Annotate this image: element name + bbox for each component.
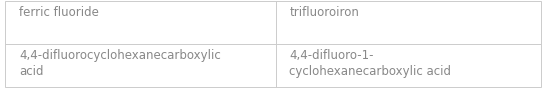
Text: trifluoroiron: trifluoroiron: [289, 6, 359, 19]
Text: ferric fluoride: ferric fluoride: [19, 6, 99, 19]
Text: 4,4-difluoro-1-
cyclohexanecarboxylic acid: 4,4-difluoro-1- cyclohexanecarboxylic ac…: [289, 49, 452, 78]
Text: 4,4-difluorocyclohexanecarboxylic
acid: 4,4-difluorocyclohexanecarboxylic acid: [19, 49, 221, 78]
